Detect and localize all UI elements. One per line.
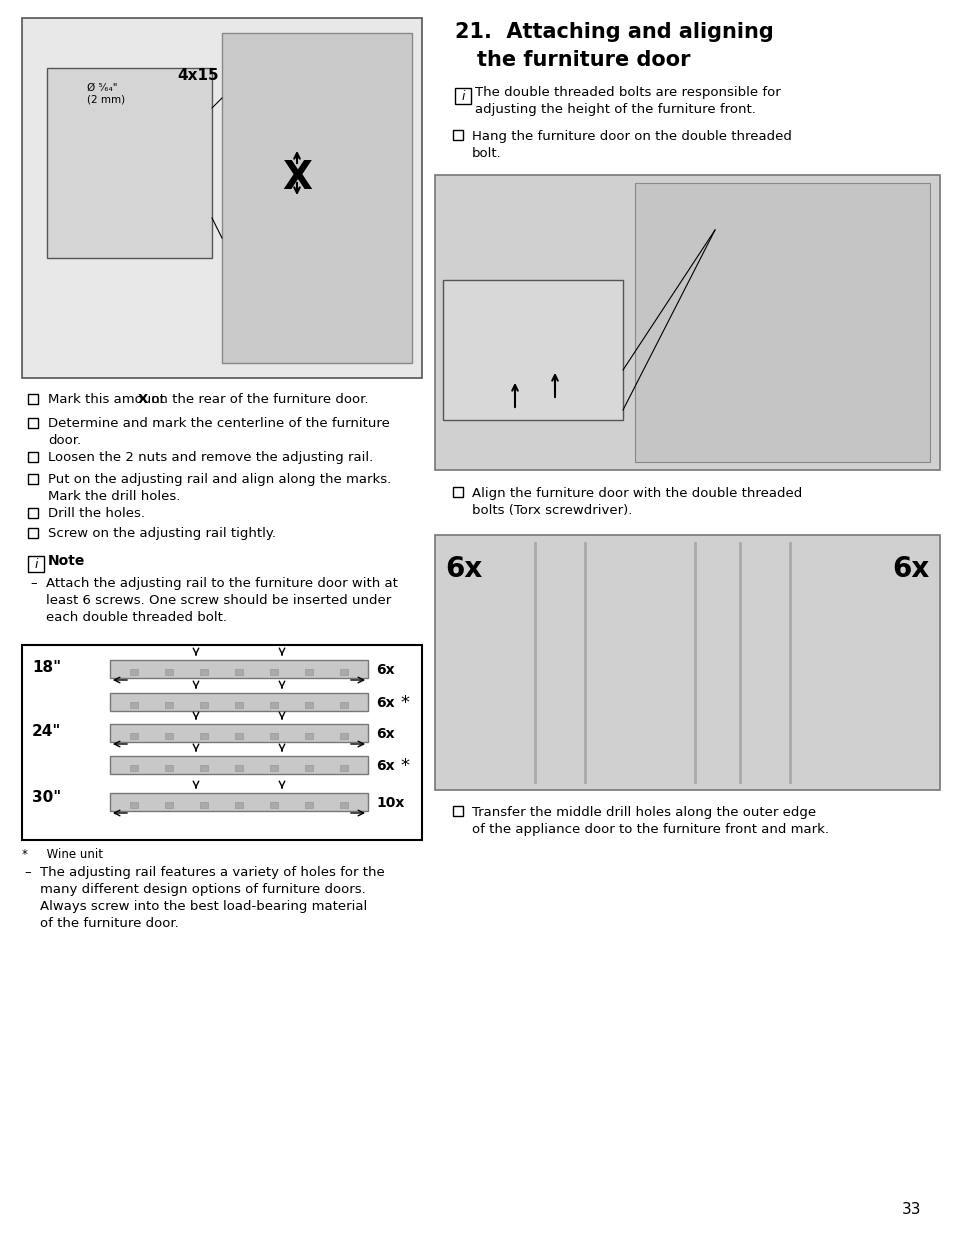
Text: Put on the adjusting rail and align along the marks.
Mark the drill holes.: Put on the adjusting rail and align alon… xyxy=(48,473,391,503)
Text: *: * xyxy=(399,757,409,776)
Bar xyxy=(339,802,348,808)
Bar xyxy=(200,764,208,771)
Bar xyxy=(28,474,38,484)
Text: 21.  Attaching and aligning: 21. Attaching and aligning xyxy=(455,22,773,42)
Text: i: i xyxy=(460,89,464,103)
Bar xyxy=(635,183,929,462)
Bar xyxy=(270,701,277,708)
Text: on the rear of the furniture door.: on the rear of the furniture door. xyxy=(147,393,368,406)
Bar xyxy=(28,394,38,404)
Bar xyxy=(270,802,277,808)
Bar xyxy=(305,669,313,676)
Bar xyxy=(435,535,939,790)
Bar xyxy=(47,68,212,258)
Bar xyxy=(234,764,243,771)
Bar xyxy=(165,764,172,771)
Bar xyxy=(28,452,38,462)
Text: Screw on the adjusting rail tightly.: Screw on the adjusting rail tightly. xyxy=(48,527,275,540)
Text: *     Wine unit: * Wine unit xyxy=(22,848,103,861)
Bar xyxy=(110,724,368,742)
Text: 6x: 6x xyxy=(375,727,395,741)
Bar xyxy=(130,669,138,676)
Text: 18": 18" xyxy=(32,659,61,676)
Bar xyxy=(130,734,138,739)
Bar xyxy=(165,701,172,708)
Text: Drill the holes.: Drill the holes. xyxy=(48,508,145,520)
Bar xyxy=(110,693,368,711)
Text: *: * xyxy=(399,694,409,713)
Text: the furniture door: the furniture door xyxy=(476,49,690,70)
Bar xyxy=(165,734,172,739)
Bar xyxy=(339,669,348,676)
Bar xyxy=(222,33,412,363)
Text: 24": 24" xyxy=(32,724,61,739)
Bar xyxy=(270,669,277,676)
Bar xyxy=(28,529,38,538)
Text: X: X xyxy=(138,393,149,406)
Text: Hang the furniture door on the double threaded
bolt.: Hang the furniture door on the double th… xyxy=(472,130,791,161)
Text: 10x: 10x xyxy=(375,797,404,810)
Bar xyxy=(28,556,44,572)
Bar xyxy=(165,802,172,808)
Bar xyxy=(453,130,462,140)
Bar xyxy=(28,417,38,429)
Bar xyxy=(200,669,208,676)
Text: 6x: 6x xyxy=(375,760,395,773)
Text: The double threaded bolts are responsible for
adjusting the height of the furnit: The double threaded bolts are responsibl… xyxy=(475,86,780,116)
Bar xyxy=(455,88,471,104)
Text: Determine and mark the centerline of the furniture
door.: Determine and mark the centerline of the… xyxy=(48,417,390,447)
Text: 33: 33 xyxy=(902,1203,921,1218)
Bar xyxy=(200,701,208,708)
Bar xyxy=(435,175,939,471)
Bar xyxy=(22,19,421,378)
Text: Align the furniture door with the double threaded
bolts (Torx screwdriver).: Align the furniture door with the double… xyxy=(472,487,801,517)
Bar xyxy=(165,669,172,676)
Text: 4x15: 4x15 xyxy=(177,68,218,83)
Text: Loosen the 2 nuts and remove the adjusting rail.: Loosen the 2 nuts and remove the adjusti… xyxy=(48,451,373,464)
Bar xyxy=(234,734,243,739)
Bar xyxy=(442,280,622,420)
Bar xyxy=(270,764,277,771)
Bar xyxy=(234,802,243,808)
Bar xyxy=(305,764,313,771)
Text: Mark this amount: Mark this amount xyxy=(48,393,169,406)
Text: Note: Note xyxy=(48,555,85,568)
Bar xyxy=(200,802,208,808)
Text: 6x: 6x xyxy=(892,555,929,583)
Bar xyxy=(305,802,313,808)
Text: The adjusting rail features a variety of holes for the
many different design opt: The adjusting rail features a variety of… xyxy=(40,866,384,930)
Bar xyxy=(305,734,313,739)
Text: Attach the adjusting rail to the furniture door with at
least 6 screws. One scre: Attach the adjusting rail to the furnitu… xyxy=(46,577,397,624)
Text: –: – xyxy=(24,866,30,879)
Bar xyxy=(305,701,313,708)
Text: –: – xyxy=(30,577,36,590)
Bar xyxy=(130,764,138,771)
Text: 6x: 6x xyxy=(375,697,395,710)
Bar xyxy=(339,734,348,739)
Text: Ø ⁵⁄₆₄"
(2 mm): Ø ⁵⁄₆₄" (2 mm) xyxy=(87,83,125,105)
Bar xyxy=(110,793,368,811)
Bar xyxy=(200,734,208,739)
Bar xyxy=(270,734,277,739)
Bar xyxy=(234,701,243,708)
Bar xyxy=(339,764,348,771)
Bar xyxy=(110,659,368,678)
Bar xyxy=(110,756,368,774)
Bar xyxy=(22,645,421,840)
Text: Transfer the middle drill holes along the outer edge
of the appliance door to th: Transfer the middle drill holes along th… xyxy=(472,806,828,836)
Text: 30": 30" xyxy=(32,790,61,805)
Bar xyxy=(234,669,243,676)
Bar xyxy=(339,701,348,708)
Bar xyxy=(130,802,138,808)
Text: 6x: 6x xyxy=(375,663,395,677)
Bar xyxy=(453,806,462,816)
Text: X: X xyxy=(282,159,312,198)
Text: i: i xyxy=(34,557,38,571)
Text: 6x: 6x xyxy=(444,555,482,583)
Bar xyxy=(28,508,38,517)
Bar xyxy=(130,701,138,708)
Bar xyxy=(453,487,462,496)
